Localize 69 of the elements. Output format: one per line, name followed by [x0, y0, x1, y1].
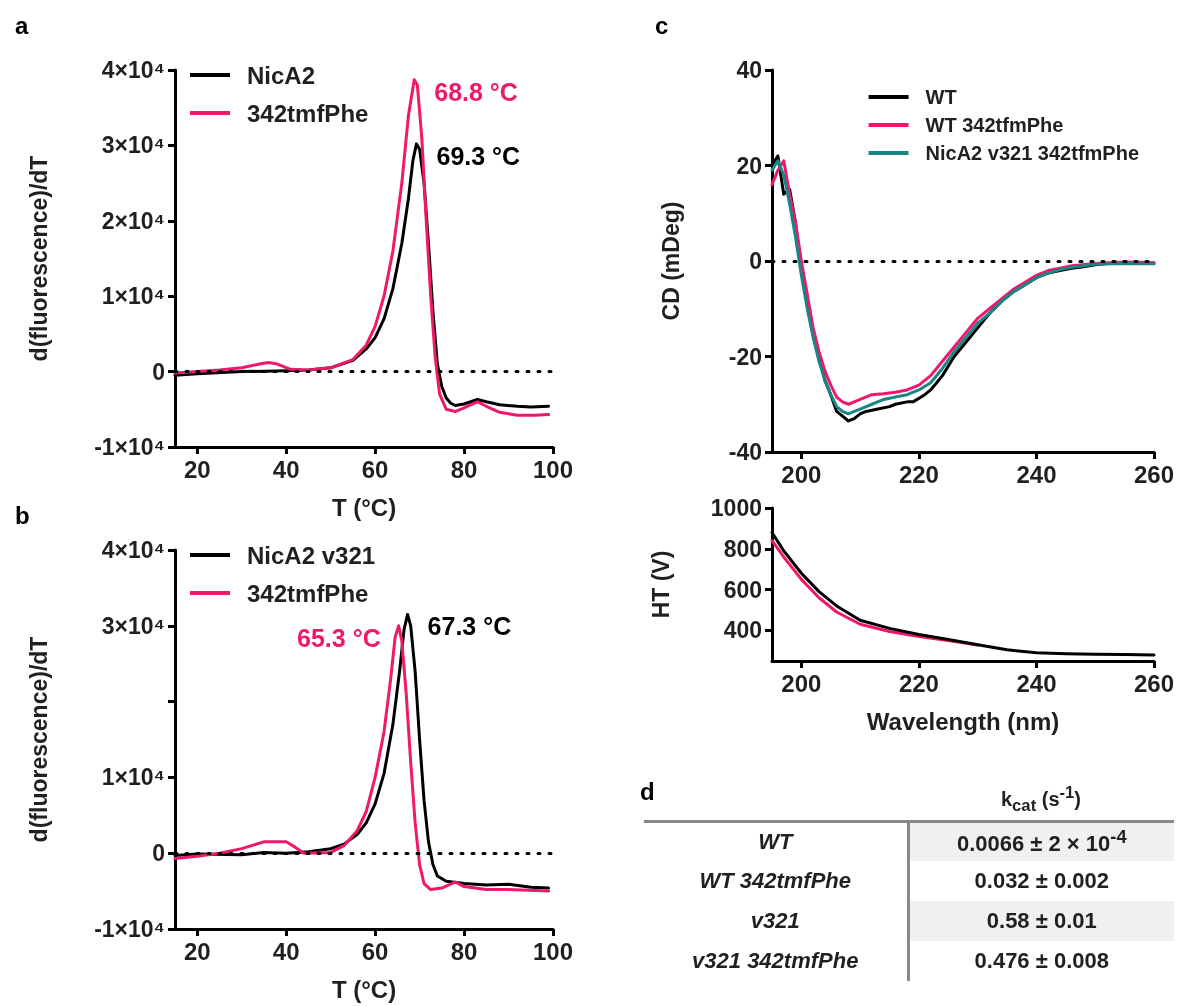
y-tick-label: 600	[723, 576, 762, 603]
category-label: v321	[644, 901, 908, 942]
y-tick-label: 4×10⁴	[101, 537, 165, 563]
x-tick-label: 100	[532, 455, 574, 483]
x-axis-title: T (°C)	[331, 975, 397, 1003]
legend-label: NicA2	[247, 61, 316, 89]
y-tick-label: 1000	[710, 495, 762, 521]
x-tick-label: 240	[1016, 460, 1057, 488]
x-tick-label: 240	[1016, 669, 1057, 697]
x-tick-label: 60	[361, 937, 389, 965]
x-axis-title: Wavelength (nm)	[866, 707, 1060, 735]
legend-label: WT	[925, 86, 957, 108]
legend-label: NicA2 v321 342tfmPhe	[925, 142, 1140, 164]
chart-title: b	[15, 501, 30, 529]
x-tick-label: 200	[781, 669, 822, 697]
annotation: 65.3 °C	[297, 623, 381, 652]
text: 0.032 ± 0.002	[974, 868, 1109, 894]
text: 0.58 ± 0.01	[986, 908, 1097, 934]
legend-label: WT 342tfmPhe	[925, 114, 1064, 136]
x-tick-label: 100	[532, 937, 574, 965]
y-tick-label: 3×10⁴	[101, 612, 165, 639]
x-tick-label: 220	[898, 669, 939, 697]
y-tick-label: 3×10⁴	[101, 132, 165, 159]
y-tick-label: -40	[728, 439, 762, 465]
category-label: WT 342tmfPhe	[644, 861, 908, 902]
y-tick-label: 0	[152, 358, 165, 385]
annotation: 68.8 °C	[434, 77, 518, 106]
y-tick-label: 800	[723, 535, 762, 562]
x-tick-label: 200	[781, 460, 822, 488]
x-tick-label: 20	[183, 937, 211, 965]
legend-label: NicA2 v321	[247, 541, 376, 569]
y-tick-label: -1×10⁴	[94, 916, 165, 942]
y-axis-title: CD (mDeg)	[657, 201, 684, 321]
y-tick-label: 0	[749, 248, 762, 274]
y-tick-label: -20	[728, 343, 762, 370]
y-axis-title: HT (V)	[647, 550, 674, 619]
x-tick-label: 40	[272, 937, 300, 965]
x-tick-label: 20	[183, 455, 211, 483]
y-tick-label: 400	[723, 617, 762, 644]
x-tick-label: 80	[450, 937, 478, 965]
legend-label: 342tmfPhe	[247, 579, 369, 607]
y-tick-label: 40	[736, 57, 762, 83]
annotation: 67.3 °C	[427, 612, 512, 641]
text: 0.476 ± 0.008	[974, 948, 1109, 974]
y-axis-title: d(fluorescence)/dT	[25, 636, 52, 843]
y-tick-label: 1×10⁴	[101, 283, 165, 310]
y-tick-label: 1×10⁴	[101, 764, 165, 791]
chart-title: a	[15, 11, 29, 39]
text: 0.0066 ± 2 × 10$^{-4}$	[956, 826, 1127, 857]
text: d	[640, 778, 655, 806]
x-axis-title: T (°C)	[331, 493, 397, 521]
legend-label: 342tmfPhe	[247, 99, 369, 127]
x-tick-label: 80	[450, 455, 478, 483]
annotation: 69.3 °C	[436, 141, 521, 170]
y-tick-label: 4×10⁴	[101, 57, 165, 83]
y-tick-label: -1×10⁴	[94, 434, 165, 460]
y-tick-label: 2×10⁴	[101, 207, 165, 234]
chart-title: c	[655, 11, 669, 39]
y-axis-title: d(fluorescence)/dT	[25, 155, 52, 362]
y-tick-label: 20	[736, 152, 762, 179]
category-label: WT	[644, 821, 908, 862]
x-tick-label: 220	[898, 460, 939, 488]
category-label: v321 342tmfPhe	[644, 941, 908, 982]
y-tick-label: 0	[152, 840, 165, 867]
x-tick-label: 40	[272, 455, 300, 483]
text: k$_{cat}$ (s$^{-1}$)	[1000, 782, 1082, 817]
x-tick-label: 60	[361, 455, 389, 483]
x-tick-label: 260	[1133, 460, 1175, 488]
x-tick-label: 260	[1133, 669, 1175, 697]
